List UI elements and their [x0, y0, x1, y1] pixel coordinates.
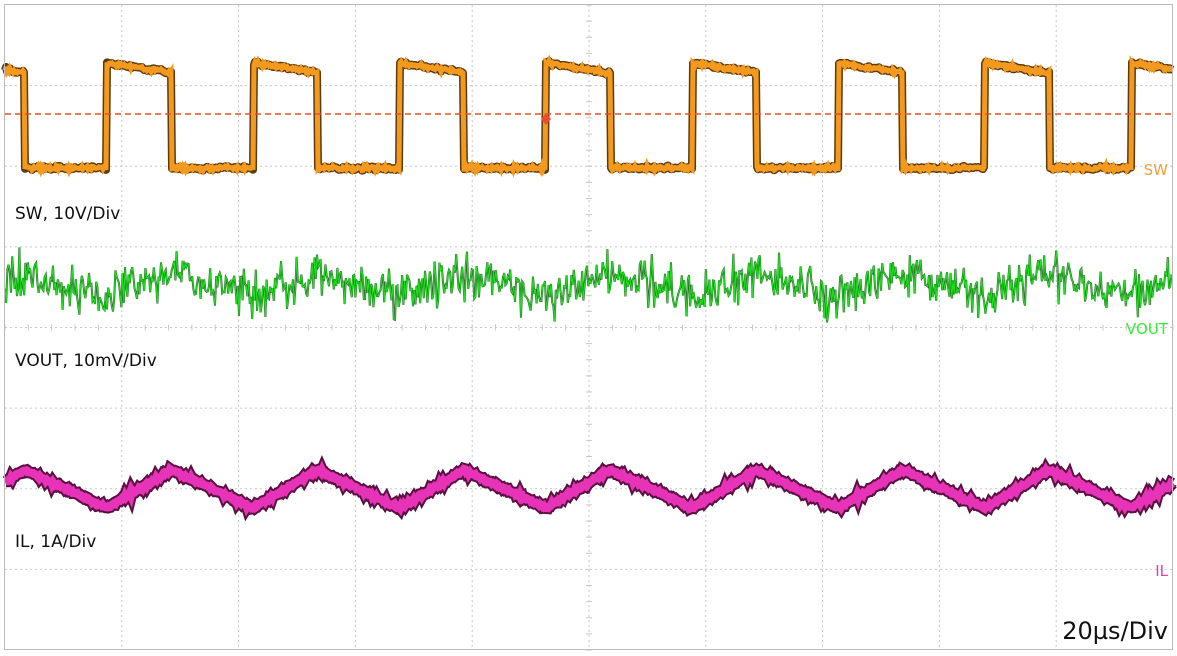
il-scale: IL, 1A/Div	[15, 532, 96, 552]
graticule	[4, 4, 1174, 651]
il-tag: IL	[1155, 562, 1168, 580]
sw-trace-core	[2, 54, 1174, 178]
trigger-marker	[541, 113, 551, 125]
vout-scale: VOUT, 10mV/Div	[15, 351, 157, 371]
il-trace-core	[3, 460, 1176, 517]
vout-tag: VOUT	[1126, 320, 1169, 338]
frame	[4, 4, 1173, 650]
sw-tag: SW	[1144, 161, 1169, 179]
waveforms	[1, 54, 1177, 522]
vout-trace-core	[4, 247, 1173, 323]
timebase: 20µs/Div	[1062, 617, 1168, 645]
sw-scale: SW, 10V/Div	[15, 204, 120, 224]
